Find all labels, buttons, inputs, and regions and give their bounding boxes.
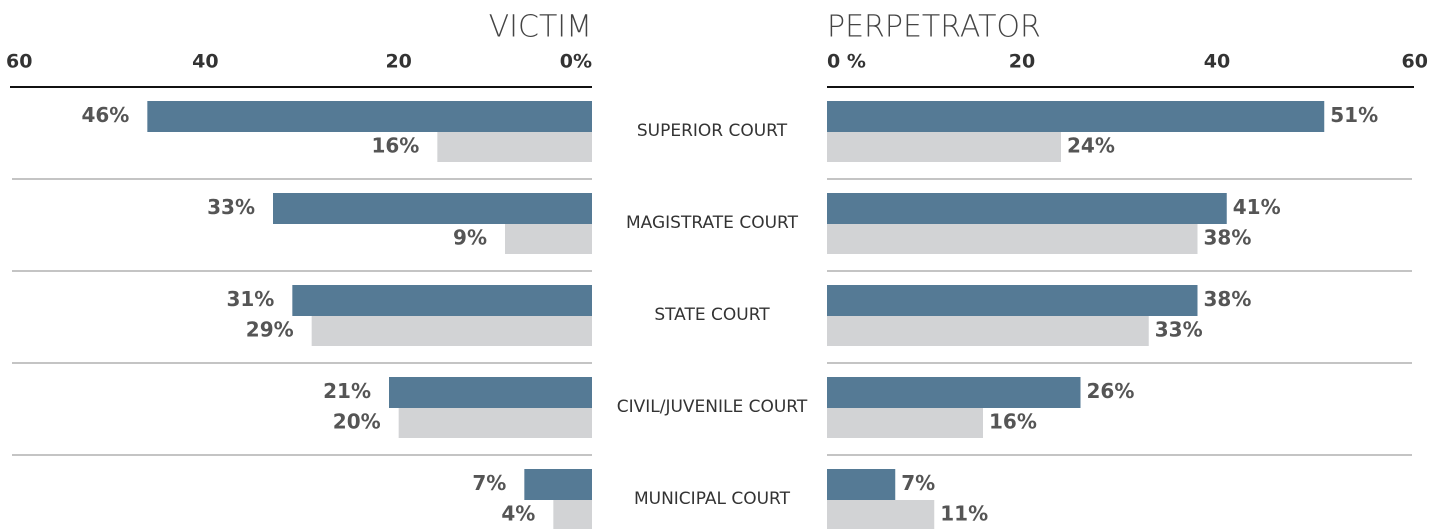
- value-label: 26%: [1087, 379, 1135, 403]
- bar: [524, 469, 592, 500]
- category-label: SUPERIOR COURT: [637, 121, 788, 141]
- value-label: 21%: [323, 379, 371, 403]
- bar: [827, 132, 1061, 162]
- value-label: 9%: [453, 226, 487, 250]
- bar: [553, 500, 592, 529]
- category-label: MAGISTRATE COURT: [626, 213, 799, 233]
- bar: [505, 224, 592, 254]
- category-label: MUNICIPAL COURT: [634, 489, 791, 509]
- bar: [827, 408, 983, 438]
- value-label: 24%: [1067, 134, 1115, 158]
- value-label: 11%: [940, 502, 988, 526]
- category-label: CIVIL/JUVENILE COURT: [617, 397, 808, 417]
- bar: [292, 285, 592, 316]
- value-label: 4%: [501, 502, 535, 526]
- x-tick-label: 60: [1402, 51, 1428, 73]
- x-tick-label: 40: [192, 51, 218, 73]
- bar: [389, 377, 592, 408]
- x-tick-label: 0%: [560, 51, 592, 73]
- value-label: 33%: [207, 195, 255, 219]
- bar: [827, 101, 1325, 132]
- bar: [311, 316, 592, 346]
- x-tick-label: 0 %: [827, 51, 866, 73]
- x-tick-label: 20: [385, 51, 411, 73]
- value-label: 7%: [472, 471, 506, 495]
- x-tick-label: 60: [6, 51, 32, 73]
- value-label: 16%: [989, 410, 1037, 434]
- value-label: 46%: [81, 103, 129, 127]
- value-label: 7%: [901, 471, 935, 495]
- bar: [827, 224, 1198, 254]
- bar: [147, 101, 593, 132]
- bar: [827, 316, 1149, 346]
- bar: [273, 193, 592, 224]
- bar: [827, 285, 1198, 316]
- bar: [437, 132, 592, 162]
- x-tick-label: 40: [1204, 51, 1230, 73]
- bar: [827, 500, 935, 529]
- category-label: STATE COURT: [654, 305, 770, 325]
- bar: [827, 377, 1081, 408]
- value-label: 29%: [246, 318, 294, 342]
- panel-title: VICTIM: [489, 10, 592, 45]
- value-label: 16%: [371, 134, 419, 158]
- bar: [398, 408, 592, 438]
- value-label: 33%: [1155, 318, 1203, 342]
- value-label: 31%: [226, 287, 274, 311]
- value-label: 41%: [1233, 195, 1281, 219]
- bar: [827, 469, 896, 500]
- bar: [827, 193, 1227, 224]
- value-label: 51%: [1330, 103, 1378, 127]
- x-tick-label: 20: [1009, 51, 1035, 73]
- value-label: 20%: [333, 410, 381, 434]
- panel-title: PERPETRATOR: [827, 10, 1041, 45]
- value-label: 38%: [1204, 226, 1252, 250]
- value-label: 38%: [1204, 287, 1252, 311]
